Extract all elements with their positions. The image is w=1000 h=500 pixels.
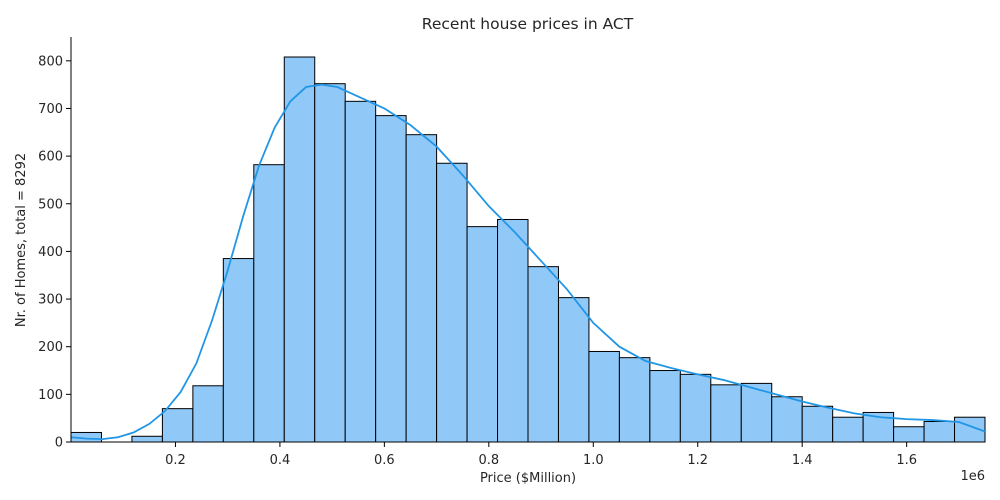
y-ticks: 0 100 200 300 400 500 600 700 800	[38, 54, 71, 451]
x-tick-label: 1.4	[792, 453, 813, 468]
histogram-bar	[436, 162, 468, 443]
kde-curve-group	[70, 83, 986, 441]
chart-title: Recent house prices in ACT	[422, 15, 634, 33]
histogram-bar	[893, 426, 925, 443]
y-tick-label: 300	[38, 293, 63, 308]
histogram-bar	[253, 164, 285, 443]
histogram-bar	[161, 408, 194, 443]
histogram-bar	[771, 396, 803, 443]
histogram-bar	[588, 350, 620, 443]
x-tick-label: 0.8	[478, 453, 499, 468]
histogram-bar	[649, 370, 681, 443]
histogram-bar	[679, 373, 712, 443]
histogram-bar	[375, 115, 407, 443]
histogram-bar	[192, 385, 224, 443]
histogram-bar	[314, 83, 346, 443]
x-ticks: 0.2 0.4 0.6 0.8 1.0 1.2 1.4 1.6	[165, 442, 917, 468]
x-tick-label: 0.6	[374, 453, 395, 468]
axes	[70, 37, 985, 443]
histogram-bar	[222, 258, 255, 443]
histogram-bar	[832, 416, 864, 443]
x-tick-label: 0.4	[270, 453, 291, 468]
y-axis-title: Nr. of Homes, total = 8292	[14, 153, 29, 327]
histogram-bar	[801, 405, 834, 443]
histogram-bar	[497, 218, 529, 443]
histogram-bar	[131, 435, 163, 443]
kde-curve	[70, 83, 986, 441]
histogram-bar	[344, 100, 377, 443]
x-tick-label: 1.6	[896, 453, 917, 468]
histogram-bar	[710, 384, 742, 443]
x-tick-label: 0.2	[165, 453, 186, 468]
histogram-bar	[405, 134, 438, 443]
histogram-bar	[618, 357, 651, 443]
x-axis-title: Price ($Million)	[480, 471, 576, 486]
histogram-bar	[923, 421, 956, 443]
y-tick-label: 800	[38, 54, 63, 69]
histogram-bar	[283, 56, 316, 443]
x-tick-label: 1.0	[583, 453, 604, 468]
histogram-bar	[527, 266, 559, 443]
x-tick-label: 1.2	[687, 453, 708, 468]
y-tick-label: 0	[55, 436, 63, 451]
histogram-bar	[557, 297, 590, 443]
y-tick-label: 100	[38, 388, 63, 403]
histogram-bar	[466, 226, 499, 443]
y-tick-label: 400	[38, 245, 63, 260]
histogram-bars	[70, 56, 986, 443]
y-tick-label: 600	[38, 150, 63, 165]
y-tick-label: 200	[38, 340, 63, 355]
y-tick-label: 500	[38, 197, 63, 212]
x-offset-label: 1e6	[960, 469, 985, 484]
y-tick-label: 700	[38, 102, 63, 117]
